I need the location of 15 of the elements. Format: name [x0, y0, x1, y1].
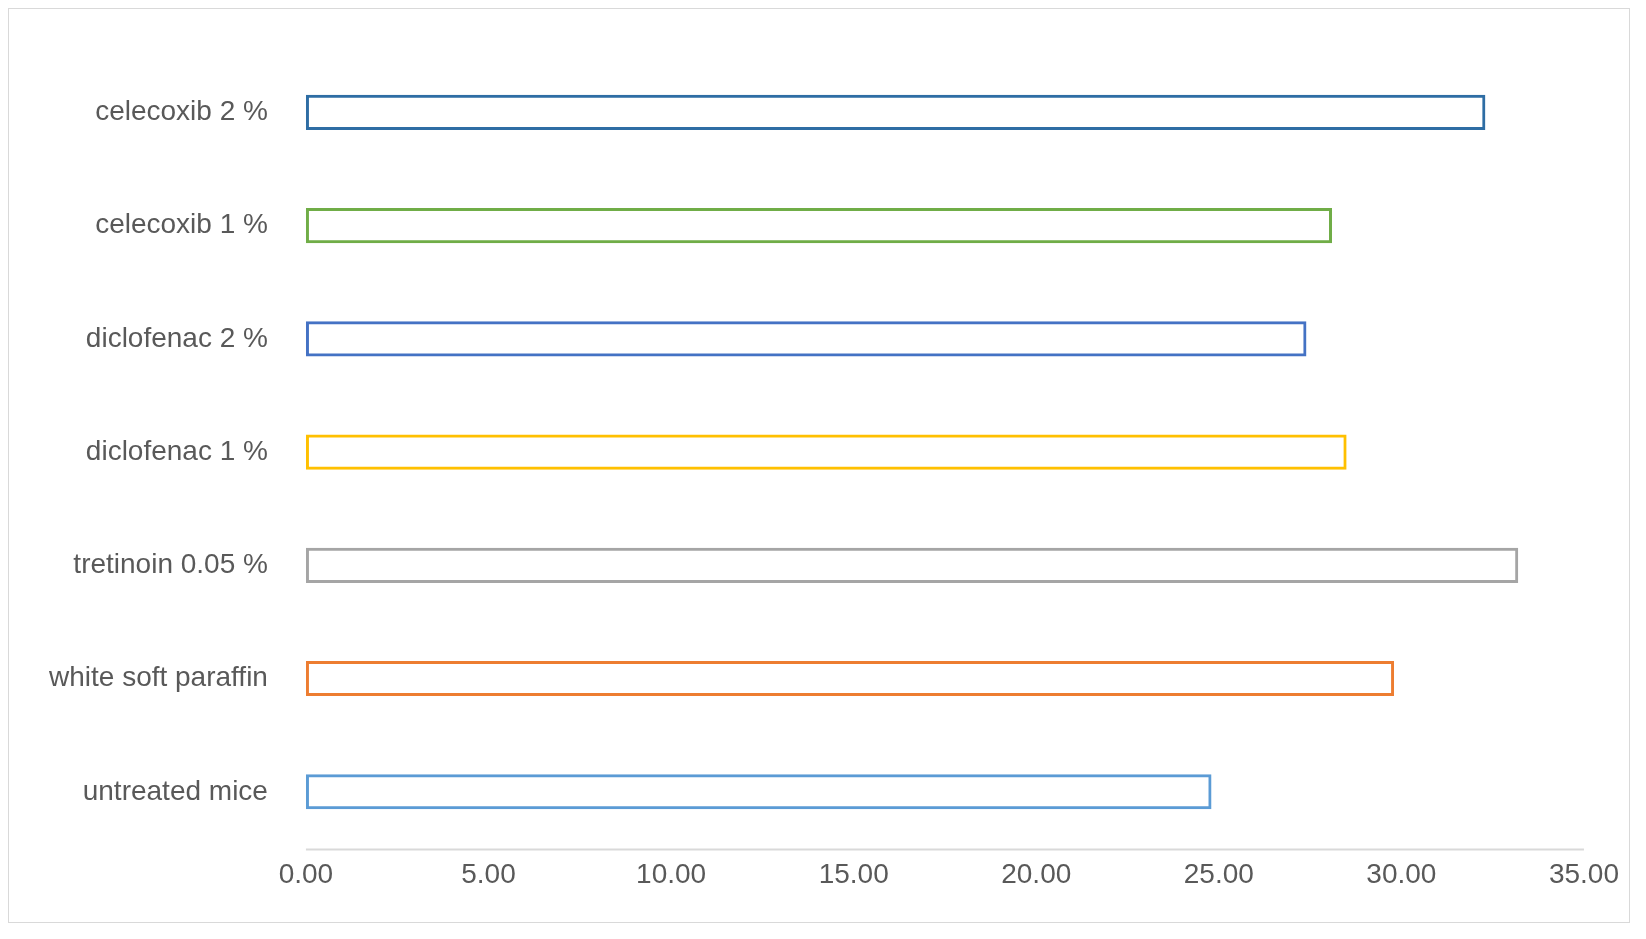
y-tick-label: celecoxib 1 % — [95, 208, 268, 240]
y-tick-label: untreated mice — [82, 774, 268, 806]
x-tick-label: 25.00 — [1183, 857, 1254, 889]
x-tick-label: 20.00 — [1001, 857, 1072, 889]
y-tick-label: white soft paraffin — [47, 661, 268, 693]
y-tick-label: tretinoin 0.05 % — [73, 548, 268, 580]
x-tick-label: 30.00 — [1366, 857, 1437, 889]
y-tick-label: celecoxib 2 % — [95, 95, 268, 127]
x-tick-label: 35.00 — [1548, 857, 1619, 889]
x-tick-label: 15.00 — [818, 857, 889, 889]
x-tick-label: 5.00 — [461, 857, 516, 889]
y-tick-label: diclofenac 2 % — [85, 321, 268, 353]
x-tick-label: 10.00 — [636, 857, 707, 889]
x-tick-label: 0.00 — [278, 857, 334, 889]
y-tick-label: diclofenac 1 % — [85, 434, 268, 466]
